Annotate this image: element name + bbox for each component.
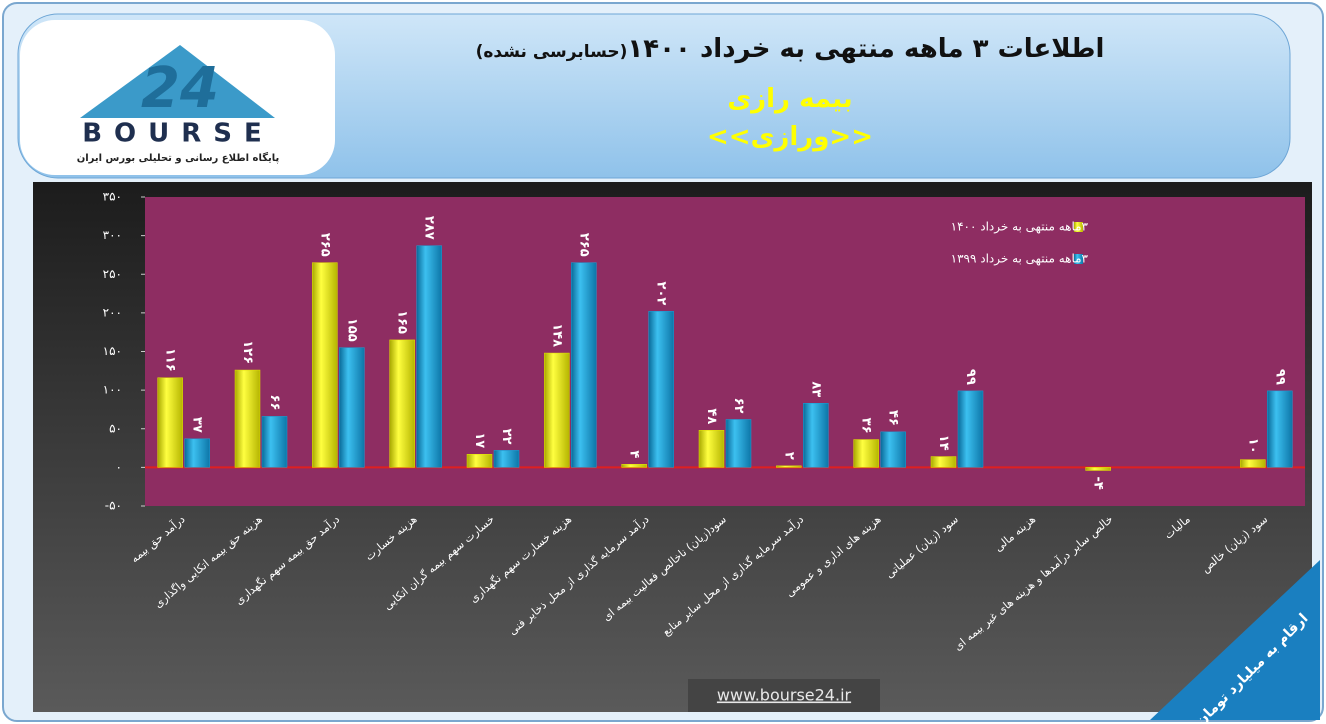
banner [17, 13, 1291, 179]
bar [930, 456, 957, 468]
bar [621, 464, 647, 468]
bar [493, 450, 520, 468]
bar [853, 439, 879, 468]
value-label: -۴ [1091, 476, 1106, 489]
bar [571, 262, 597, 468]
value-label: ۱۲۶ [240, 340, 255, 364]
corner-ribbon [1150, 560, 1320, 720]
value-label: ۱۰ [1245, 438, 1260, 454]
value-label: ۴۸ [704, 408, 719, 424]
y-tick-label: ۳۰۰ [103, 228, 122, 242]
y-tick-label: ۰ [116, 460, 122, 474]
value-label: ۱۶۵ [395, 310, 410, 334]
bar [389, 339, 415, 468]
bar [803, 403, 829, 468]
bar [416, 245, 442, 468]
title-note: (حسابرسی نشده) [475, 42, 628, 62]
legend-label: ۳ماهه منتهی به خرداد ۱۴۰۰ [951, 220, 1089, 235]
bar [1085, 467, 1111, 471]
plot-area [145, 197, 1305, 506]
value-label: ۳۷ [190, 417, 205, 433]
value-label: ۶۲ [731, 398, 746, 414]
bar [157, 377, 183, 468]
value-label: ۱۴۸ [549, 323, 564, 347]
bar [184, 438, 210, 468]
value-label: ۲۶۵ [576, 233, 591, 257]
legend-label: ۳ماهه منتهی به خرداد ۱۳۹۹ [951, 252, 1089, 267]
bar [234, 369, 261, 468]
value-label: ۲۸۷ [422, 216, 437, 240]
value-label: ۱۴ [936, 435, 951, 451]
url-box [688, 679, 880, 712]
bar [648, 311, 674, 468]
logo-name: BOURSE [82, 119, 274, 149]
bar [957, 390, 984, 468]
bar [466, 453, 493, 468]
y-tick-label: ۵۰ [109, 421, 122, 435]
value-label: ۱۵۵ [344, 318, 359, 342]
logo-tagline: پایگاه اطلاع رسانی و تحلیلی بورس ایران [77, 151, 280, 164]
value-label: ۱۷ [472, 432, 487, 448]
value-label: ۲۶۵ [317, 233, 332, 257]
value-label: ۸۳ [808, 381, 823, 397]
value-label: ۶۶ [267, 395, 282, 411]
value-label: ۴ [627, 450, 642, 458]
value-label: ۲۲ [499, 429, 514, 445]
bar [312, 262, 338, 468]
legend-swatch [1074, 254, 1083, 264]
y-tick-label: ۱۰۰ [103, 383, 122, 397]
chart-title: اطلاعات ۳ ماهه منتهی به خرداد ۱۴۰۰ [627, 34, 1105, 64]
y-tick-label: ۱۵۰ [103, 344, 122, 358]
bar [261, 416, 288, 468]
y-tick-label: ۲۰۰ [103, 305, 122, 319]
footer-url: www.bourse24.ir [717, 686, 852, 705]
bar [544, 352, 570, 468]
logo-number: 24 [141, 56, 219, 121]
bar [698, 430, 725, 468]
value-label: ۹۹ [1272, 369, 1287, 385]
bar [725, 419, 752, 468]
value-label: ۳۶ [859, 418, 874, 434]
bar [1240, 459, 1266, 468]
value-label: ۲۰۲ [654, 282, 669, 306]
logo-triangle [80, 45, 275, 118]
value-label: ۲ [781, 452, 796, 460]
bar [1267, 390, 1293, 468]
title-line: اطلاعات ۳ ماهه منتهی به خرداد ۱۴۰۰(حسابر… [340, 34, 1240, 64]
bar [339, 347, 365, 468]
bar [880, 431, 906, 468]
value-label: ۹۹ [963, 369, 978, 385]
legend-swatch [1074, 222, 1083, 232]
y-tick-label: -۵۰ [105, 499, 122, 513]
subtitle: بیمه رازی [727, 84, 853, 114]
y-tick-label: ۳۵۰ [103, 190, 122, 204]
value-label: ۴۶ [886, 410, 901, 426]
bar [776, 465, 802, 468]
value-label: ۱۱۶ [163, 348, 178, 372]
ticker: <<ورازی>> [707, 122, 873, 152]
y-tick-label: ۲۵۰ [103, 267, 122, 281]
